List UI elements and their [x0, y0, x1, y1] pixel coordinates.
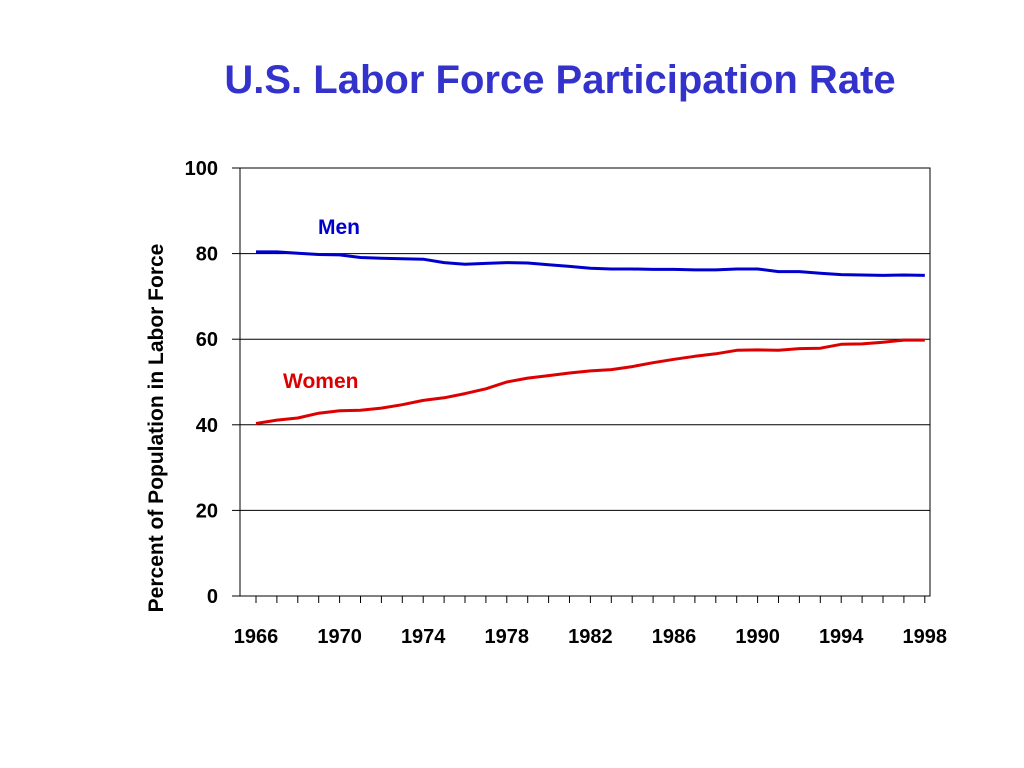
- y-tick-label: 0: [207, 586, 218, 608]
- y-tick-label: 40: [196, 415, 218, 437]
- chart-title: U.S. Labor Force Participation Rate: [224, 58, 896, 102]
- plot-area-frame: [239, 167, 931, 597]
- series-label-women: Women: [283, 370, 358, 393]
- x-tick-label: 1974: [401, 626, 446, 648]
- x-tick-label: 1982: [568, 626, 613, 648]
- y-tick-label: 20: [196, 500, 218, 522]
- x-tick-label: 1978: [485, 626, 530, 648]
- x-axis: 1966 1970 1974 1978 1982 1986 1990 1994 1998: [234, 596, 947, 648]
- y-axis: 0 20 40 60 80 100: [185, 158, 240, 608]
- y-tick-label: 60: [196, 329, 218, 351]
- y-tick-label: 100: [185, 158, 218, 180]
- y-axis-label: Percent of Population in Labor Force: [145, 244, 168, 613]
- series-line-men: [256, 250, 925, 277]
- gridlines: [240, 253, 930, 511]
- series-label-men: Men: [318, 216, 360, 239]
- x-tick-label: 1970: [317, 626, 362, 648]
- x-tick-label: 1986: [652, 626, 697, 648]
- series-layer: [255, 250, 925, 425]
- y-tick-label: 80: [196, 244, 218, 266]
- x-tick-label: 1966: [234, 626, 279, 648]
- x-tick-label: 1994: [819, 626, 864, 648]
- x-tick-label: 1990: [735, 626, 780, 648]
- x-tick-label: 1998: [903, 626, 948, 648]
